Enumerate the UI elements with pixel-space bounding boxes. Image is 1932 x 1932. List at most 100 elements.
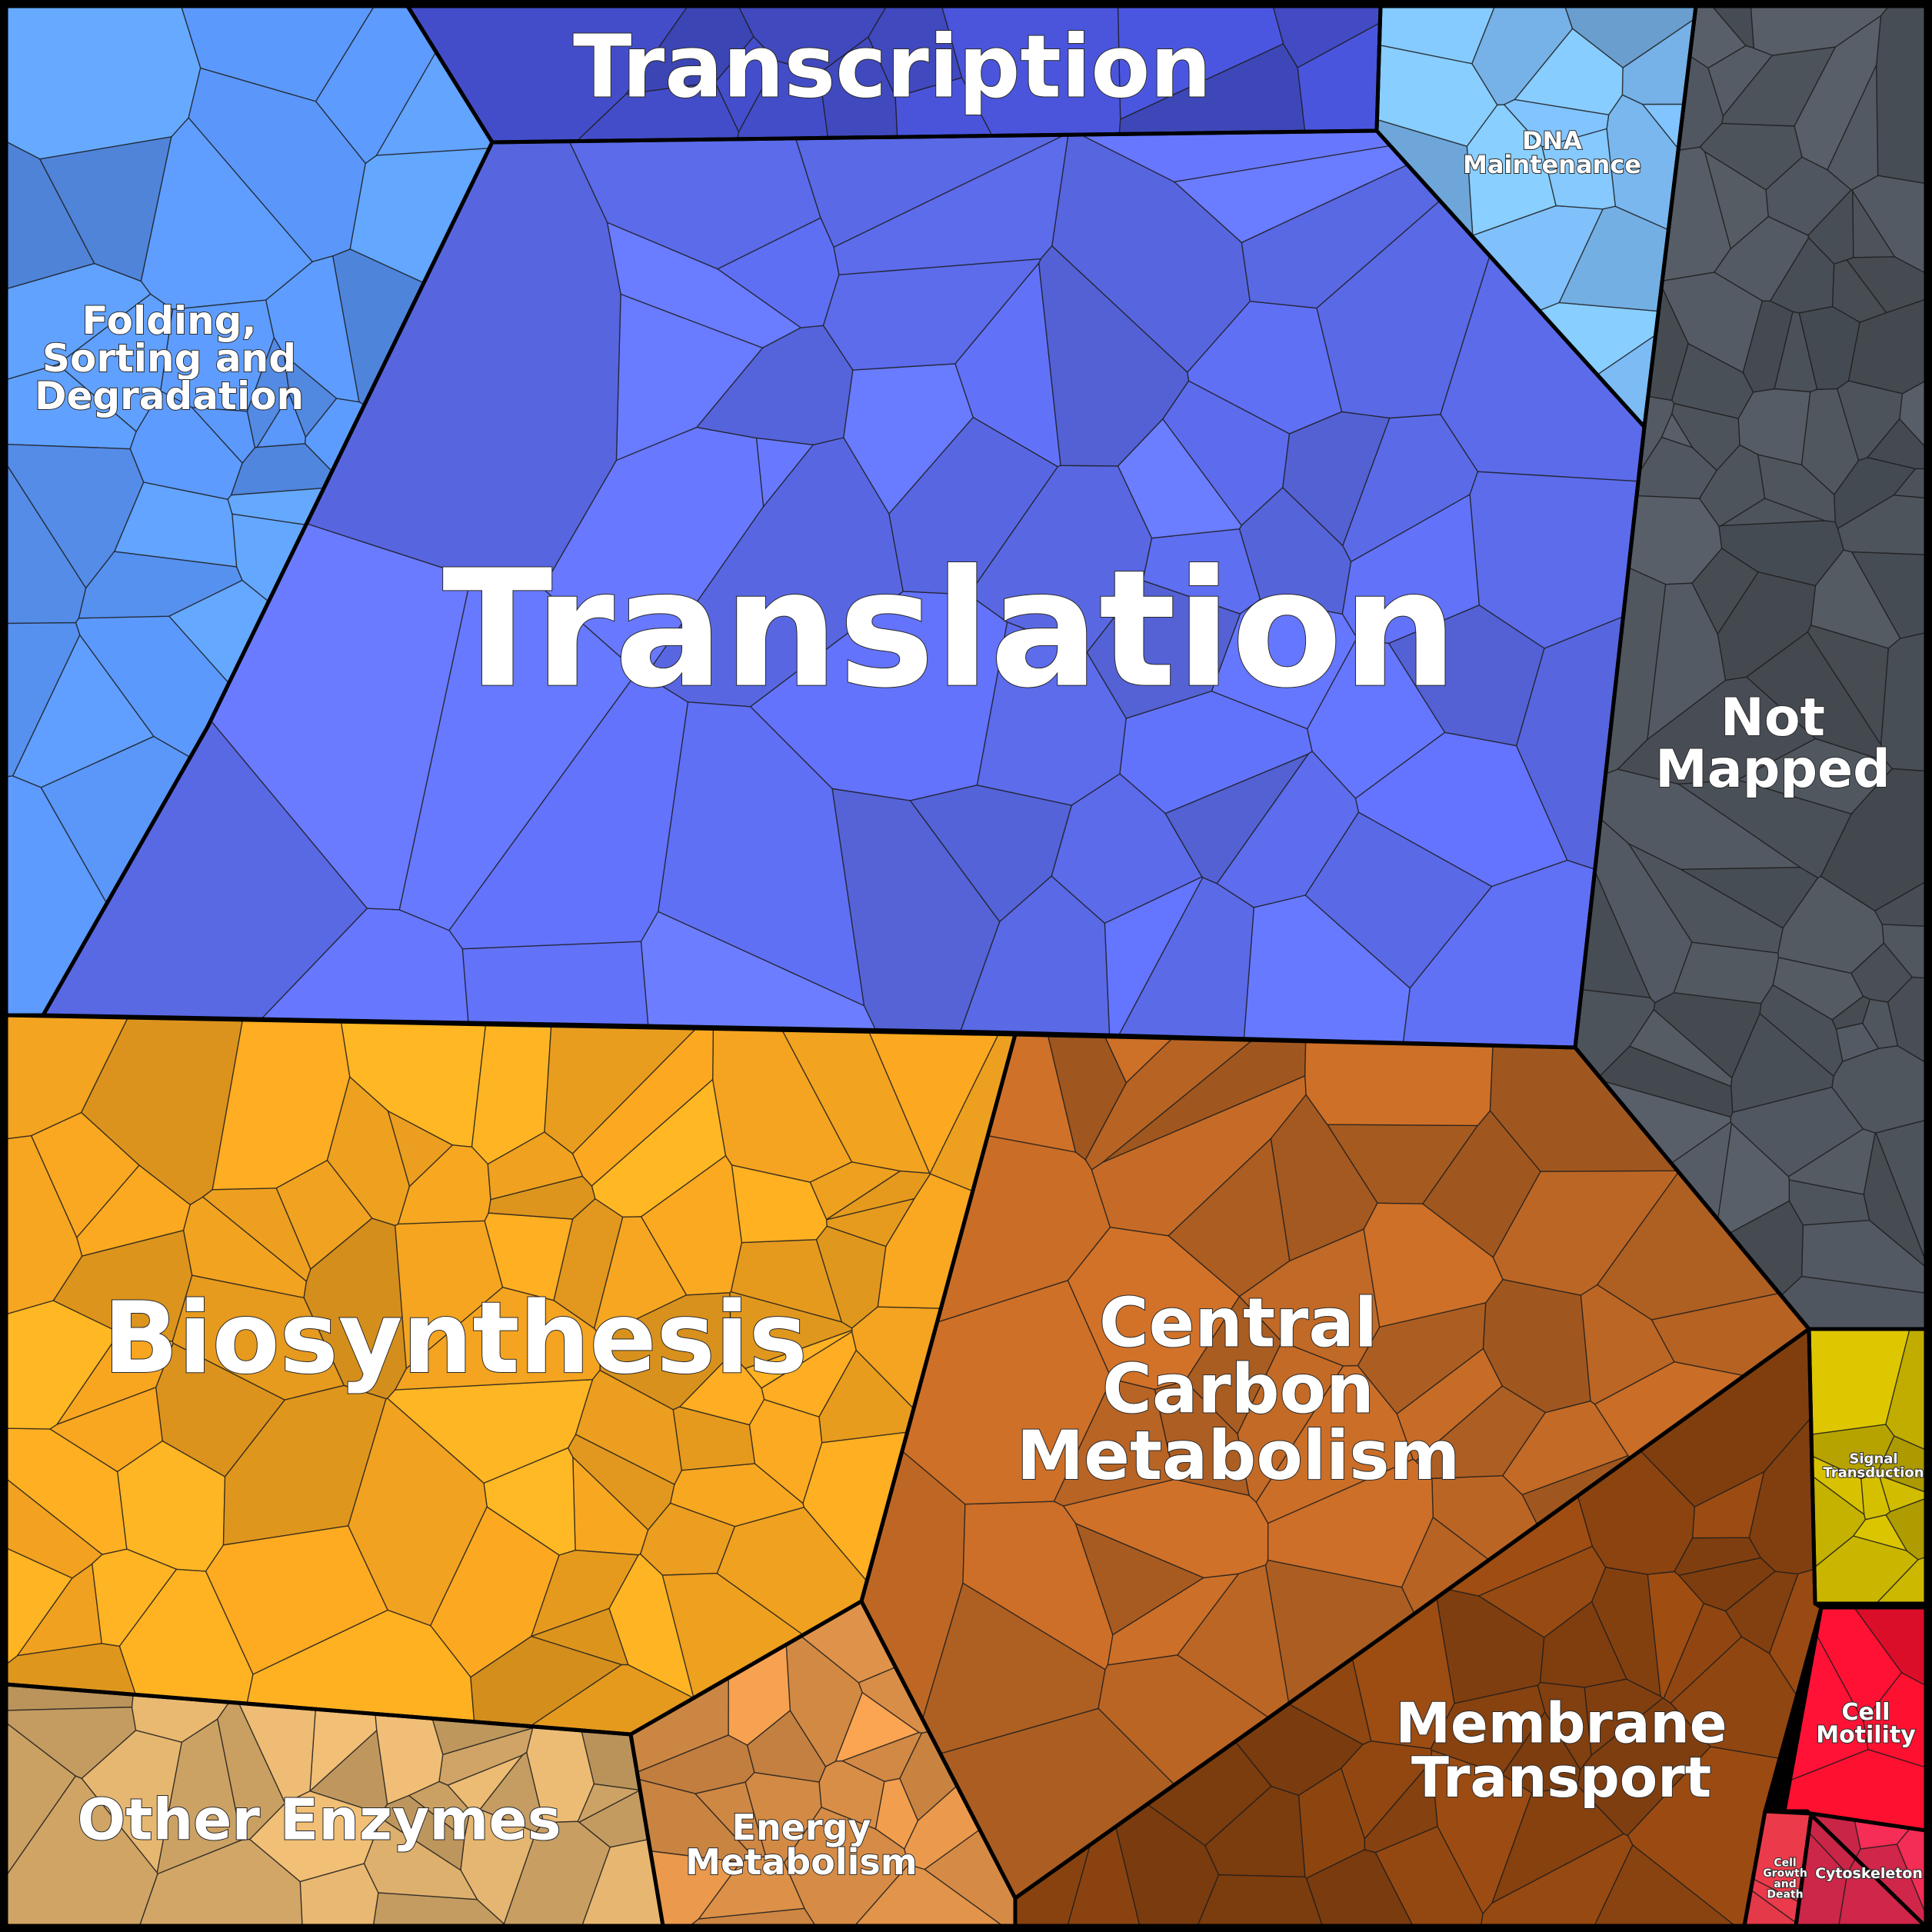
cell-biosynthesis: [76, 1164, 191, 1257]
cell-folding: [265, 255, 360, 403]
label-dna: DNA Maintenance: [1463, 126, 1641, 179]
cell-central: [1304, 1041, 1494, 1127]
label-line: Cell: [1774, 1857, 1796, 1869]
cell-biosynthesis: [487, 1131, 584, 1201]
cell-central: [1363, 1202, 1504, 1328]
cell-central: [1238, 1228, 1381, 1367]
cell-translation: [976, 621, 1127, 806]
cell-central: [1074, 1522, 1205, 1636]
cell-notmapped: [1717, 571, 1817, 681]
label-membrane: Membrane Transport: [1395, 1691, 1727, 1810]
cell-translation: [822, 258, 1042, 371]
cell-membrane: [1491, 1785, 1625, 1904]
label-line: and: [1774, 1878, 1796, 1890]
label-notmapped: Not Mapped: [1655, 688, 1890, 800]
cell-dna: [1514, 28, 1624, 115]
label-cytoskeleton: Cytoskeleton: [1815, 1865, 1923, 1882]
cell-other: [577, 1783, 642, 1823]
label-line: Metabolism: [1017, 1416, 1461, 1495]
label-line: Folding,: [82, 298, 257, 343]
cell-notmapped: [1827, 65, 1879, 191]
label-line: Growth: [1763, 1867, 1807, 1880]
cell-central: [1267, 1458, 1434, 1588]
cell-folding: [188, 67, 366, 263]
label-other: Other Enzymes: [77, 1787, 561, 1854]
cell-central: [1154, 1380, 1250, 1497]
label-line: Transcription: [573, 17, 1211, 117]
cell-biosynthesis: [748, 1398, 823, 1504]
label-line: Mapped: [1655, 739, 1890, 800]
cell-notmapped: [1835, 1022, 1880, 1063]
cell-translation: [448, 671, 689, 950]
border-energy: [628, 1599, 1018, 1928]
cell-translation: [1216, 751, 1360, 908]
cell-membrane: [1364, 1760, 1438, 1854]
cell-notmapped: [1875, 5, 1927, 185]
label-transcription: Transcription: [573, 17, 1211, 117]
label-line: Signal: [1849, 1451, 1897, 1467]
label-line: Other Enzymes: [77, 1787, 561, 1854]
label-folding: Folding, Sorting and Degradation: [35, 298, 304, 418]
label-line: Sorting and: [42, 336, 296, 381]
cell-biosynthesis: [575, 1369, 682, 1485]
label-energy: Energy Metabolism: [685, 1807, 917, 1883]
cell-folding: [38, 136, 172, 282]
cell-folding: [57, 293, 174, 433]
label-central: Central Carbon Metabolism: [1017, 1283, 1461, 1494]
cell-biosynthesis: [744, 1329, 853, 1389]
cell-membrane: [1537, 1681, 1592, 1770]
cell-central: [1580, 1284, 1675, 1405]
label-line: Degradation: [35, 374, 304, 418]
label-line: Death: [1767, 1889, 1803, 1901]
label-translation: Translation: [442, 535, 1457, 724]
cell-membrane: [1577, 1697, 1711, 1837]
label-line: Transport: [1411, 1745, 1711, 1810]
cell-notmapped: [1627, 842, 1784, 954]
cell-notmapped: [1704, 150, 1769, 250]
cell-biosynthesis: [92, 1548, 178, 1647]
cell-energy: [746, 1710, 827, 1783]
label-line: Not: [1720, 688, 1825, 748]
label-line: Membrane: [1395, 1691, 1727, 1756]
label-line: Energy: [732, 1807, 871, 1848]
border-motility: [1782, 1605, 1928, 1929]
cell-notmapped: [1661, 412, 1694, 449]
label-line: Transduction: [1823, 1464, 1924, 1481]
cell-central: [1414, 1385, 1547, 1479]
cell-other: [248, 1790, 382, 1883]
label-biosynthesis: Biosynthesis: [103, 1281, 808, 1396]
cell-biosynthesis: [387, 1110, 454, 1188]
label-line: Cytoskeleton: [1815, 1865, 1923, 1882]
cell-biosynthesis: [205, 1525, 389, 1675]
label-line: Biosynthesis: [103, 1281, 808, 1396]
cell-notmapped: [1677, 779, 1853, 879]
cell-membrane: [1692, 1471, 1765, 1539]
cell-other: [447, 1754, 525, 1811]
cell-biosynthesis: [669, 1463, 805, 1527]
cell-membrane: [1197, 1874, 1324, 1927]
cell-notmapped: [1769, 237, 1835, 314]
label-signal: Signal Transduction: [1823, 1451, 1924, 1481]
label-line: Metabolism: [685, 1841, 917, 1883]
cell-notmapped: [1757, 454, 1836, 523]
label-line: DNA: [1522, 126, 1582, 155]
cell-translation: [461, 941, 649, 1027]
label-line: Maintenance: [1463, 150, 1641, 179]
cell-notmapped: [1730, 1012, 1834, 1114]
label-line: Motility: [1816, 1722, 1916, 1749]
label-motility: Cell Motility: [1816, 1699, 1916, 1748]
label-line: Central: [1099, 1283, 1377, 1362]
label-line: Cell: [1842, 1699, 1890, 1726]
cell-membrane: [1477, 1545, 1607, 1638]
cell-folding: [5, 5, 202, 160]
cell-translation: [755, 437, 814, 508]
cell-biosynthesis: [348, 1397, 488, 1627]
label-growth: Cell Growth and Death: [1763, 1857, 1807, 1900]
label-line: Translation: [442, 535, 1457, 724]
cell-translation: [305, 140, 621, 589]
cell-biosynthesis: [640, 1154, 743, 1296]
label-line: Carbon: [1102, 1350, 1374, 1429]
